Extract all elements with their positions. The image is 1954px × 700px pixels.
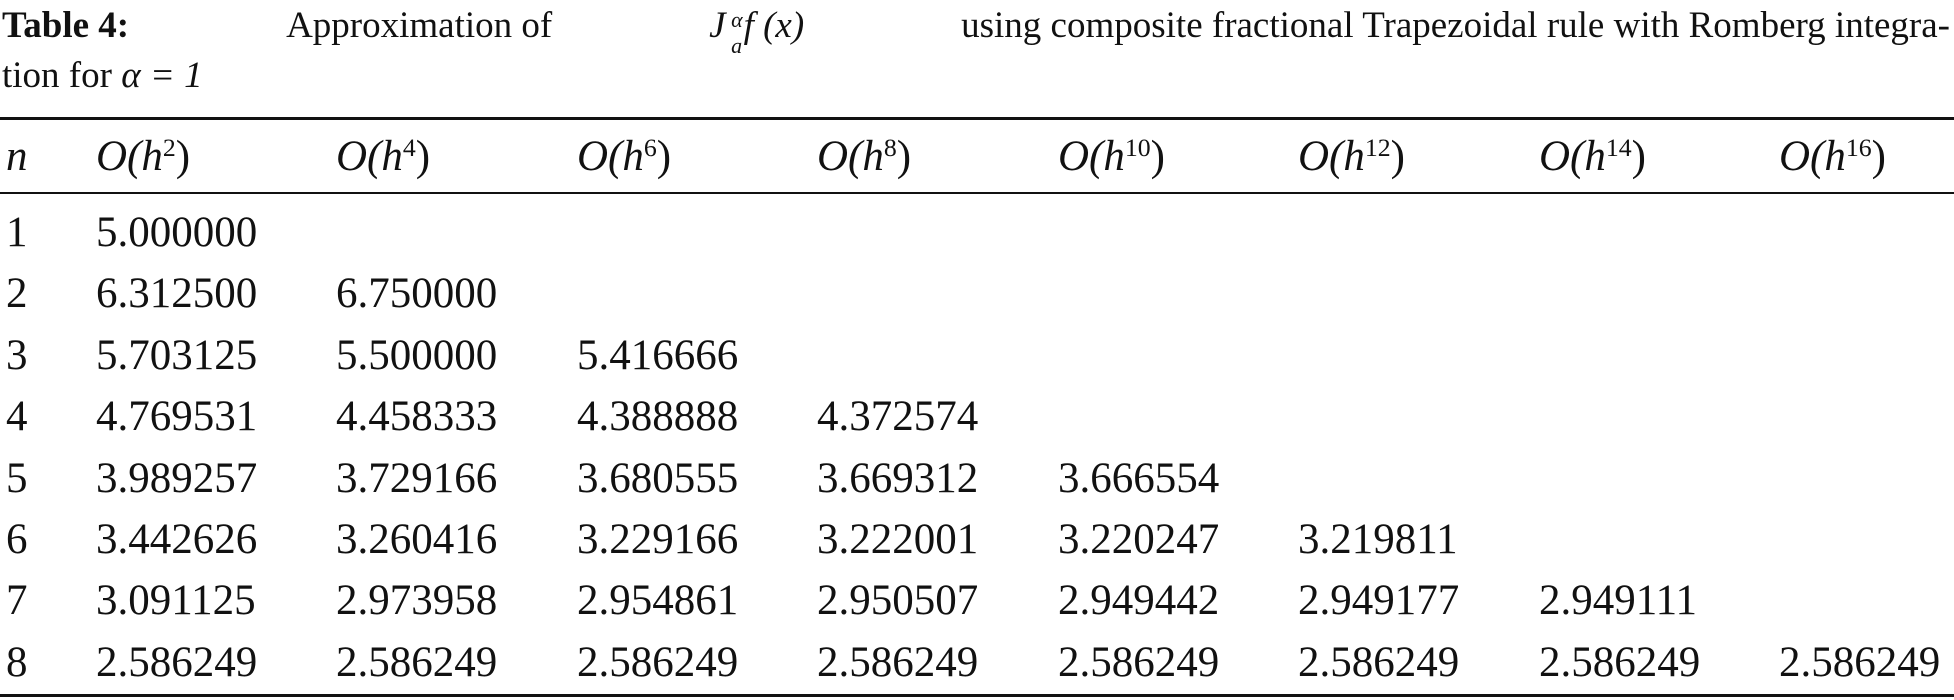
header-prefix: O(h — [1779, 133, 1846, 180]
header-cell: n — [6, 133, 28, 180]
table-cell: 2.586249 — [1058, 638, 1220, 686]
header-prefix: O(h — [1539, 133, 1606, 180]
header-prefix: O(h — [1058, 133, 1125, 180]
header-exponent: 12 — [1364, 132, 1391, 162]
table-cell: 3.229166 — [577, 516, 739, 563]
header-suffix: ) — [656, 133, 672, 180]
table-cell: 2.949111 — [1539, 577, 1698, 625]
table-cell: 5.416666 — [577, 331, 739, 379]
table-cell: 2.586249 — [1779, 638, 1941, 686]
table-cell: 3.260416 — [336, 516, 498, 563]
table-cell: 5.000000 — [96, 209, 258, 256]
table-cell: 2.586249 — [1298, 638, 1460, 686]
table-cell: 4.388888 — [577, 393, 739, 441]
table-cell: 2.586249 — [577, 638, 739, 686]
table-cell: 2.950507 — [817, 577, 979, 625]
header-exponent: 8 — [883, 132, 897, 162]
table-cell: 4.372574 — [817, 393, 979, 441]
header-suffix: ) — [1390, 133, 1405, 180]
row-index: 8 — [6, 638, 28, 686]
operator-sub: a — [731, 33, 743, 58]
table-cell: 4.458333 — [336, 393, 498, 441]
table-cell: 2.586249 — [1539, 638, 1701, 686]
header-suffix: ) — [896, 133, 912, 180]
header-exponent: 2 — [162, 132, 176, 162]
table-cell: 3.442626 — [96, 516, 258, 563]
top-rule — [0, 117, 1954, 120]
header-suffix: ) — [415, 133, 431, 180]
caption-text: Approximation of — [286, 5, 553, 46]
table-cell: 2.949442 — [1058, 577, 1220, 625]
header-cell: O(h6) — [577, 132, 671, 182]
header-suffix: ) — [1150, 133, 1165, 180]
header-cell: O(h2) — [96, 132, 190, 182]
table-cell: 5.703125 — [96, 331, 258, 379]
header-cell: O(h4) — [336, 132, 430, 182]
header-exponent: 6 — [643, 132, 657, 162]
header-suffix: ) — [175, 133, 191, 180]
row-index: 7 — [6, 577, 28, 625]
header-exponent: 4 — [402, 132, 416, 162]
caption-line: tion for α = 1 — [2, 54, 1950, 98]
row-index: 3 — [6, 331, 28, 379]
row-index: 1 — [6, 209, 28, 256]
operator-symbol: J — [709, 5, 726, 46]
table-cell: 2.586249 — [96, 638, 258, 686]
table-cell: 3.222001 — [817, 516, 979, 563]
mid-rule — [0, 192, 1954, 194]
table-cell: 2.586249 — [817, 638, 979, 686]
bottom-rule — [0, 694, 1954, 697]
header-prefix: O(h — [1298, 133, 1365, 180]
table-cell: 2.586249 — [336, 638, 498, 686]
table-cell: 3.989257 — [96, 454, 258, 502]
table-cell: 3.680555 — [577, 454, 739, 502]
caption-math: α = 1 — [121, 55, 203, 96]
operator-sup: α — [731, 7, 743, 32]
operand: f (x) — [743, 5, 805, 46]
caption-text: tion for — [2, 55, 112, 96]
header-exponent: 16 — [1845, 132, 1872, 162]
header-prefix: O(h — [577, 133, 644, 180]
header-cell: O(h8) — [817, 132, 911, 182]
row-index: 5 — [6, 454, 28, 502]
table-cell: 5.500000 — [336, 331, 498, 379]
table-cell: 2.973958 — [336, 577, 498, 625]
header-prefix: O(h — [817, 133, 884, 180]
table-cell: 3.220247 — [1058, 516, 1220, 563]
table-cell: 2.949177 — [1298, 577, 1460, 625]
header-prefix: O(h — [336, 133, 403, 180]
caption-text: using composite fractional Trapezoidal r… — [961, 5, 1950, 46]
header-cell: O(h16) — [1779, 132, 1886, 182]
header-prefix: O(h — [96, 133, 163, 180]
header-exponent: 14 — [1605, 132, 1632, 162]
header-suffix: ) — [1631, 133, 1646, 180]
table-cell: 6.312500 — [96, 270, 258, 318]
row-index: 4 — [6, 393, 28, 441]
table-cell: 3.729166 — [336, 454, 498, 502]
table-cell: 6.750000 — [336, 270, 498, 318]
row-index: 2 — [6, 270, 28, 318]
table-cell: 3.669312 — [817, 454, 979, 502]
header-cell: O(h14) — [1539, 132, 1646, 182]
table-cell: 3.091125 — [96, 577, 256, 625]
caption-label: Table 4: — [2, 5, 130, 46]
header-cell: O(h10) — [1058, 132, 1165, 182]
header-suffix: ) — [1871, 133, 1886, 180]
table-cell: 4.769531 — [96, 393, 258, 441]
row-index: 6 — [6, 516, 28, 563]
table-cell: 2.954861 — [577, 577, 739, 625]
table-cell: 3.219811 — [1298, 516, 1458, 563]
header-cell: O(h12) — [1298, 132, 1405, 182]
table-cell: 3.666554 — [1058, 454, 1220, 502]
header-exponent: 10 — [1124, 132, 1151, 162]
